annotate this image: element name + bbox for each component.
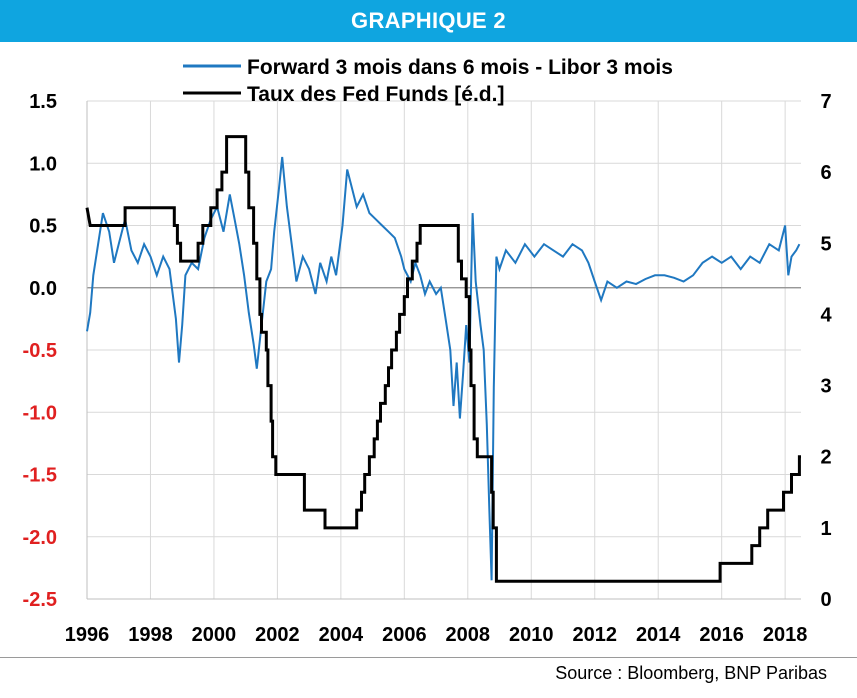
- legend-label: Forward 3 mois dans 6 mois - Libor 3 moi…: [247, 56, 673, 79]
- left-axis-ticks: 1.5 1.0 0.5 0.0 -0.5 -1.0 -1.5 -2.0 -2.5: [23, 91, 57, 611]
- x-tick-label: 2006: [382, 624, 427, 646]
- legend: Forward 3 mois dans 6 mois - Libor 3 moi…: [183, 56, 673, 106]
- right-tick-label: 3: [820, 376, 831, 398]
- right-tick-label: 1: [820, 518, 831, 540]
- left-tick-label: -1.5: [23, 465, 57, 487]
- x-tick-label: 2010: [509, 624, 554, 646]
- x-tick-label: 2014: [636, 624, 681, 646]
- left-tick-label: -0.5: [23, 340, 57, 362]
- right-tick-label: 6: [820, 162, 831, 184]
- left-tick-label: 0.5: [29, 216, 57, 238]
- x-tick-label: 2012: [572, 624, 617, 646]
- x-tick-label: 2000: [192, 624, 237, 646]
- chart-header-title: GRAPHIQUE 2: [351, 8, 506, 33]
- left-tick-label: -2.5: [23, 589, 57, 611]
- left-tick-label: -2.0: [23, 527, 57, 549]
- left-tick-label: -1.0: [23, 402, 57, 424]
- left-tick-label: 0.0: [29, 278, 57, 300]
- series-lines: [85, 135, 801, 583]
- right-tick-label: 7: [820, 91, 831, 113]
- source-note: Source : Bloomberg, BNP Paribas: [555, 663, 827, 683]
- right-tick-label: 5: [820, 233, 831, 255]
- x-tick-label: 2016: [699, 624, 744, 646]
- series-forward-line: [86, 156, 801, 581]
- x-tick-label: 2002: [255, 624, 300, 646]
- chart-header: GRAPHIQUE 2: [0, 0, 857, 42]
- legend-label: Taux des Fed Funds [é.d.]: [247, 83, 504, 106]
- x-axis-ticks: 1996 1998 2000 2002 2004 2006 2008 2010 2012 2014…: [65, 624, 808, 646]
- right-axis-ticks: 7 6 5 4 3 2 1 0: [820, 91, 832, 611]
- series-fed-funds-line: [85, 135, 801, 583]
- right-tick-label: 2: [820, 447, 831, 469]
- gridlines: [86, 100, 801, 600]
- x-tick-label: 1996: [65, 624, 110, 646]
- x-tick-label: 1998: [128, 624, 173, 646]
- left-tick-label: 1.0: [29, 153, 57, 175]
- x-tick-label: 2008: [446, 624, 491, 646]
- right-tick-label: 4: [820, 304, 832, 326]
- left-tick-label: 1.5: [29, 91, 57, 113]
- footer-divider: [0, 657, 857, 658]
- x-tick-label: 2004: [319, 624, 364, 646]
- right-tick-label: 0: [820, 589, 831, 611]
- x-tick-label: 2018: [763, 624, 808, 646]
